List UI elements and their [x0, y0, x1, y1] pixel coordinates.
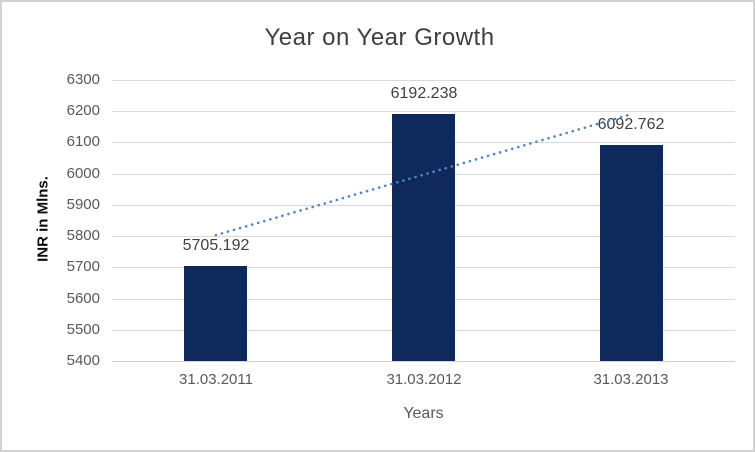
y-tick-label: 5400 [66, 352, 100, 369]
bar-data-label: 6092.762 [597, 116, 665, 133]
y-tick-label: 5700 [66, 258, 100, 275]
x-axis-line [112, 361, 735, 362]
y-tick-label: 5600 [66, 290, 100, 307]
bar [184, 266, 247, 361]
bar [392, 114, 455, 361]
x-tick-label: 31.03.2011 [179, 371, 253, 388]
y-tick-label: 5800 [66, 227, 100, 244]
y-tick-label: 5900 [66, 196, 100, 213]
chart-title: Year on Year Growth [264, 24, 495, 51]
x-tick-label: 31.03.2013 [593, 371, 669, 388]
x-axis-title: Years [403, 405, 444, 422]
bar [600, 145, 663, 361]
y-tick-label: 6300 [66, 71, 100, 88]
x-tick-label: 31.03.2012 [386, 371, 462, 388]
y-axis-title: INR in Mlns. [34, 176, 52, 262]
gridline [112, 80, 735, 81]
bar-data-label: 5705.192 [182, 237, 250, 254]
gridline [112, 111, 735, 112]
y-tick-label: 6200 [66, 102, 100, 119]
bar-data-label: 6192.238 [390, 85, 458, 102]
y-tick-label: 6100 [66, 133, 100, 150]
y-tick-label: 5500 [66, 321, 100, 338]
y-tick-label: 6000 [66, 165, 100, 182]
